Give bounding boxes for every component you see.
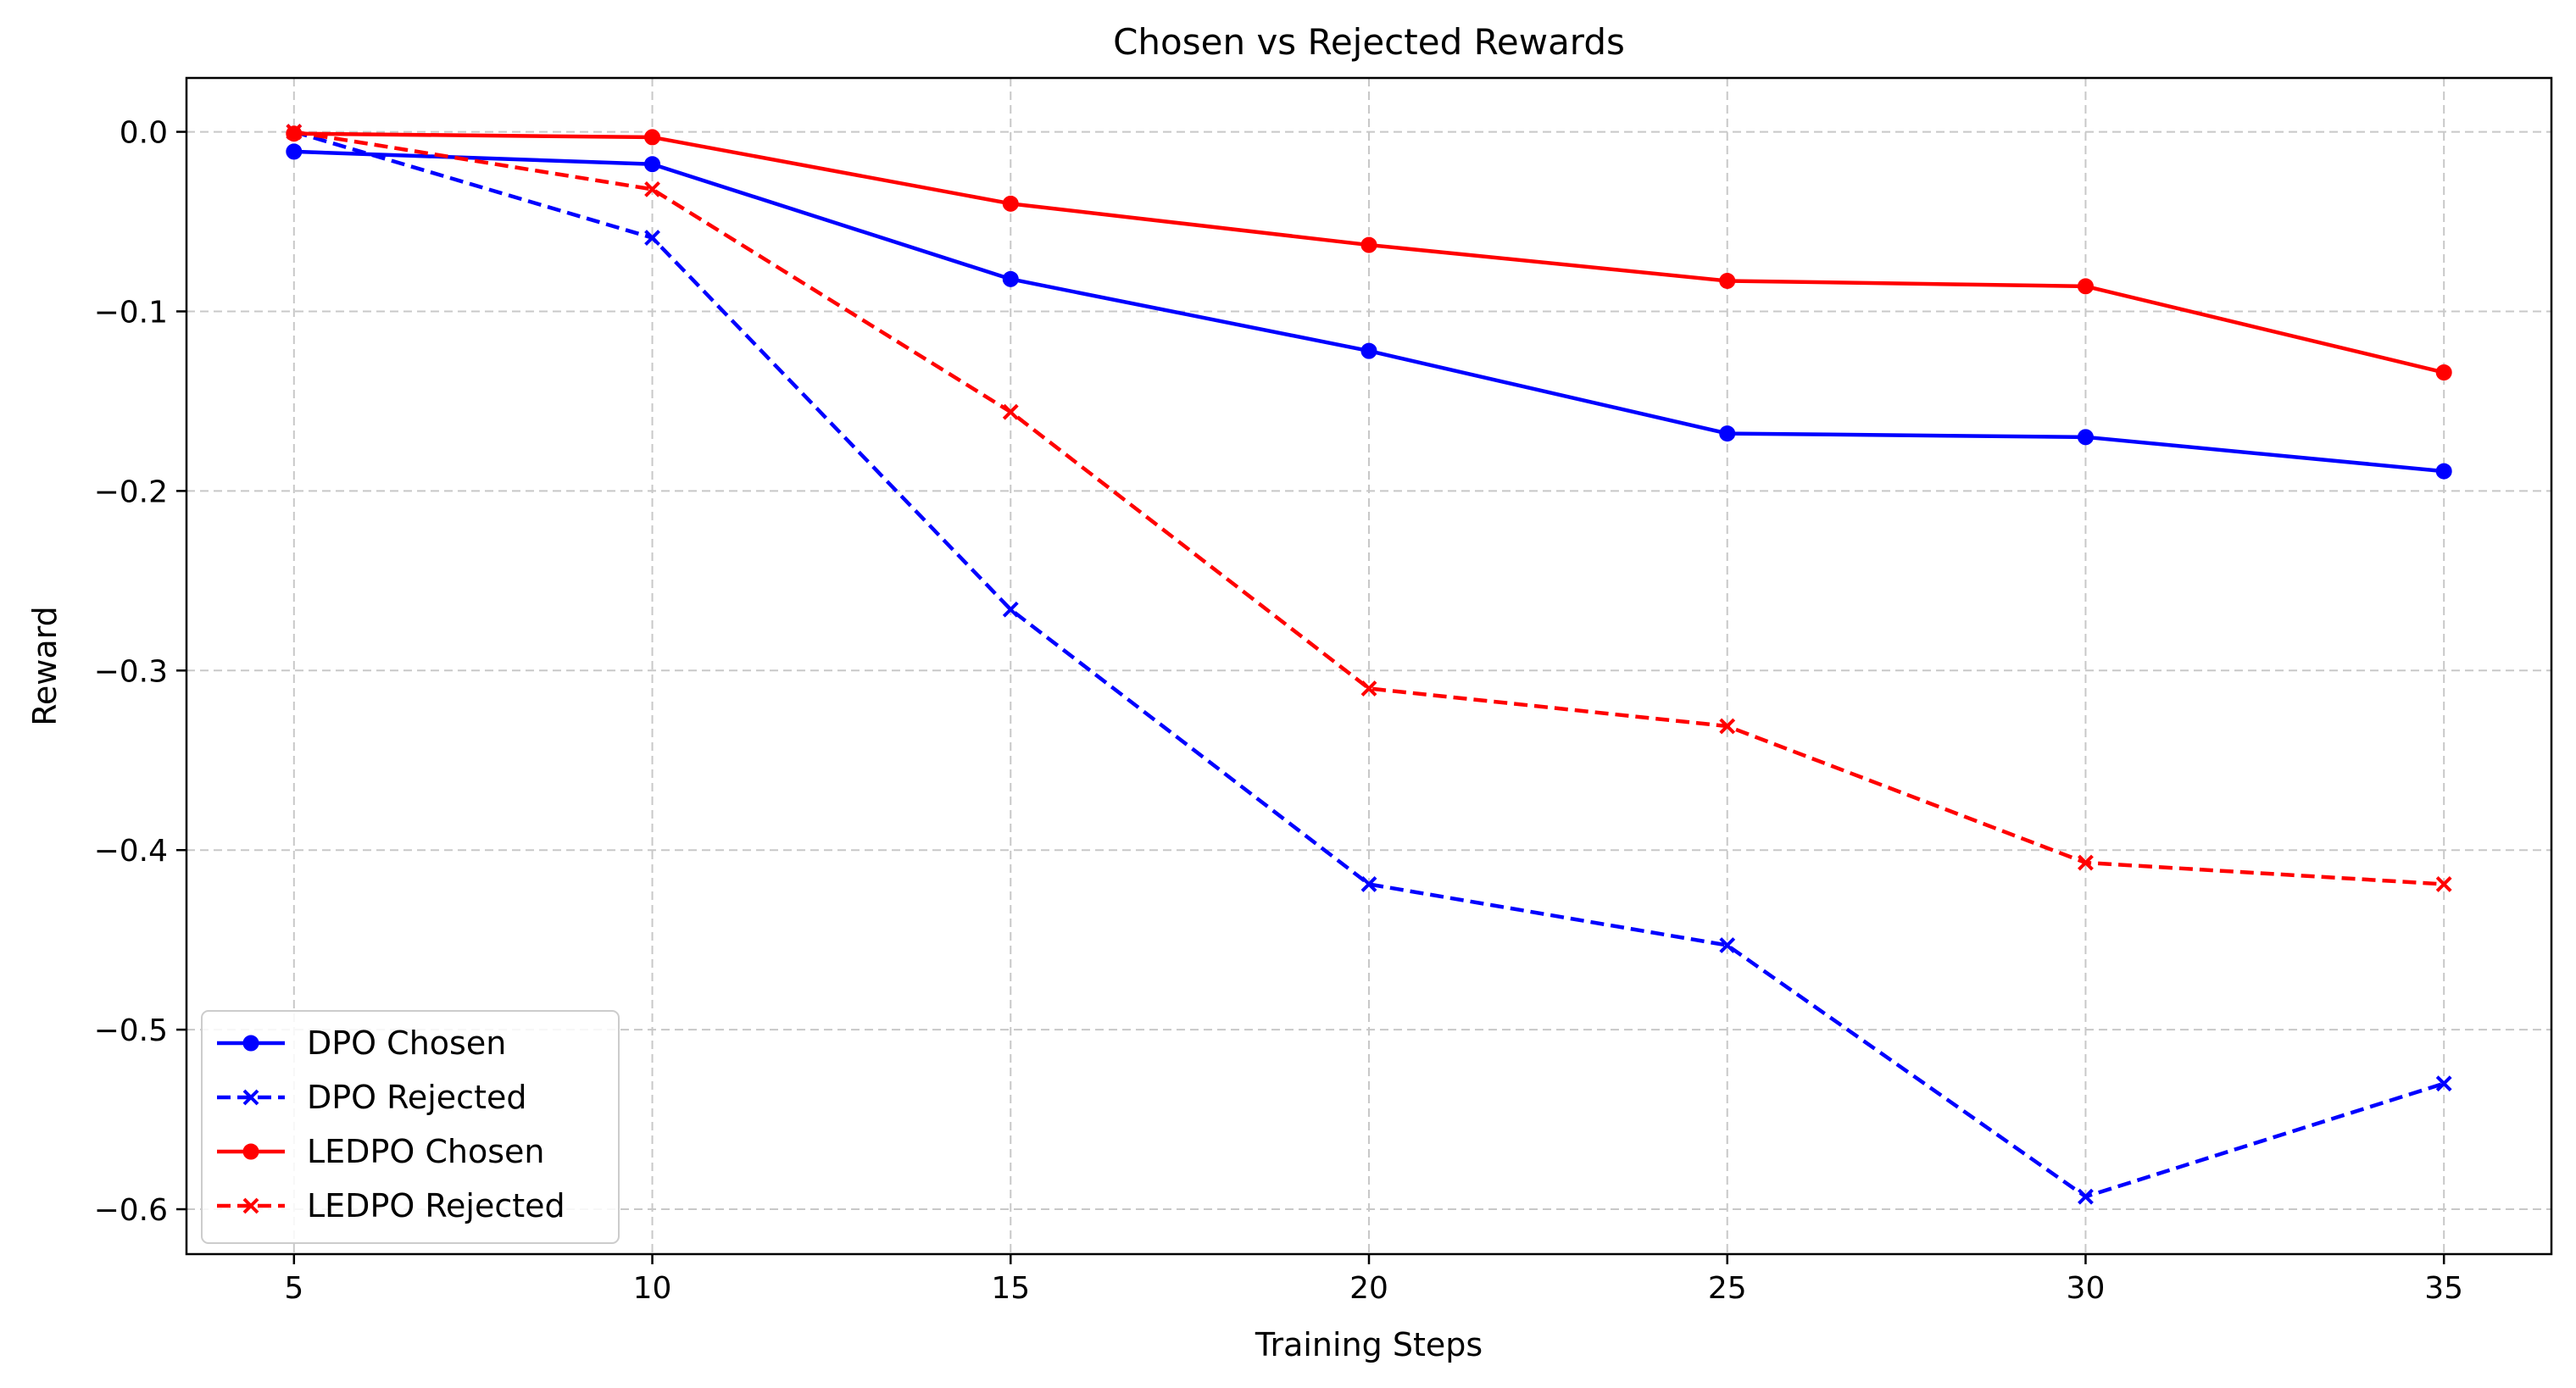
legend-entry-dpo-chosen: DPO Chosen [217,1024,506,1062]
data-point-ledpo-rejected [1360,680,1377,697]
data-point-dpo-chosen [1719,425,1736,442]
legend-label: DPO Rejected [307,1079,526,1116]
legend-marker [242,1035,259,1052]
x-tick-label: 30 [2067,1271,2106,1306]
legend-label: LEDPO Chosen [307,1133,544,1170]
x-tick-label: 25 [1708,1271,1747,1306]
y-tick-label: −0.4 [94,834,168,869]
y-axis-label: Reward [26,606,64,726]
x-axis-label: Training Steps [1255,1326,1483,1363]
legend-marker [242,1197,259,1214]
y-tick-label: −0.1 [94,295,168,330]
data-point-dpo-chosen [2077,429,2094,446]
series-layer [286,124,2452,1205]
data-point-dpo-rejected [2435,1075,2452,1092]
legend-label: DPO Chosen [307,1024,506,1062]
data-point-ledpo-rejected [2078,854,2094,871]
data-point-dpo-rejected [2078,1188,2094,1205]
legend: DPO Chosen DPO Rejected LEDPO Chosen LEDPO … [201,1010,620,1244]
y-tick-label: −0.5 [94,1013,168,1048]
data-point-ledpo-rejected [286,124,303,140]
data-point-dpo-chosen [1002,270,1019,287]
data-point-dpo-chosen [1360,342,1377,359]
data-point-dpo-chosen [2435,463,2452,480]
y-tick-label: −0.3 [94,654,168,689]
data-point-ledpo-chosen [2077,278,2094,295]
legend-label: LEDPO Rejected [307,1187,565,1224]
legend-box [201,1010,620,1244]
x-tick-label: 15 [991,1271,1030,1306]
data-point-dpo-rejected [644,230,660,247]
data-point-dpo-rejected [1719,937,1736,953]
x-tick-label: 20 [1349,1271,1388,1306]
data-point-ledpo-chosen [2435,364,2452,381]
data-point-ledpo-rejected [1719,718,1736,735]
y-tick-label: 0.0 [120,116,168,151]
data-point-ledpo-rejected [1002,403,1019,420]
chart-title: Chosen vs Rejected Rewards [1113,21,1625,63]
data-point-ledpo-rejected [644,180,660,197]
y-tick-label: −0.6 [94,1193,168,1228]
data-point-ledpo-rejected [2435,876,2452,892]
data-point-dpo-rejected [1002,601,1019,618]
legend-entry-ledpo-rejected: LEDPO Rejected [217,1187,565,1224]
data-point-ledpo-chosen [1002,195,1019,212]
data-point-ledpo-chosen [1719,272,1736,289]
series-dpo-chosen [286,143,2452,480]
legend-marker [242,1143,259,1160]
legend-entry-ledpo-chosen: LEDPO Chosen [217,1133,544,1170]
data-point-ledpo-chosen [644,129,661,146]
ticks: 5 10 15 20 25 30 35 0.0 −0.1 −0.2 −0.3 −0.4 −0.5 −0.6 [94,116,2464,1306]
x-tick-label: 5 [284,1271,303,1306]
series-ledpo-rejected [286,124,2452,892]
data-point-dpo-rejected [1360,876,1377,892]
data-point-ledpo-chosen [1360,236,1377,253]
data-point-dpo-chosen [286,143,303,160]
legend-marker [242,1089,259,1106]
y-tick-label: −0.2 [94,475,168,509]
x-tick-label: 10 [633,1271,672,1306]
legend-entry-dpo-rejected: DPO Rejected [217,1079,526,1116]
x-tick-label: 35 [2424,1271,2463,1306]
data-point-dpo-chosen [644,156,661,173]
